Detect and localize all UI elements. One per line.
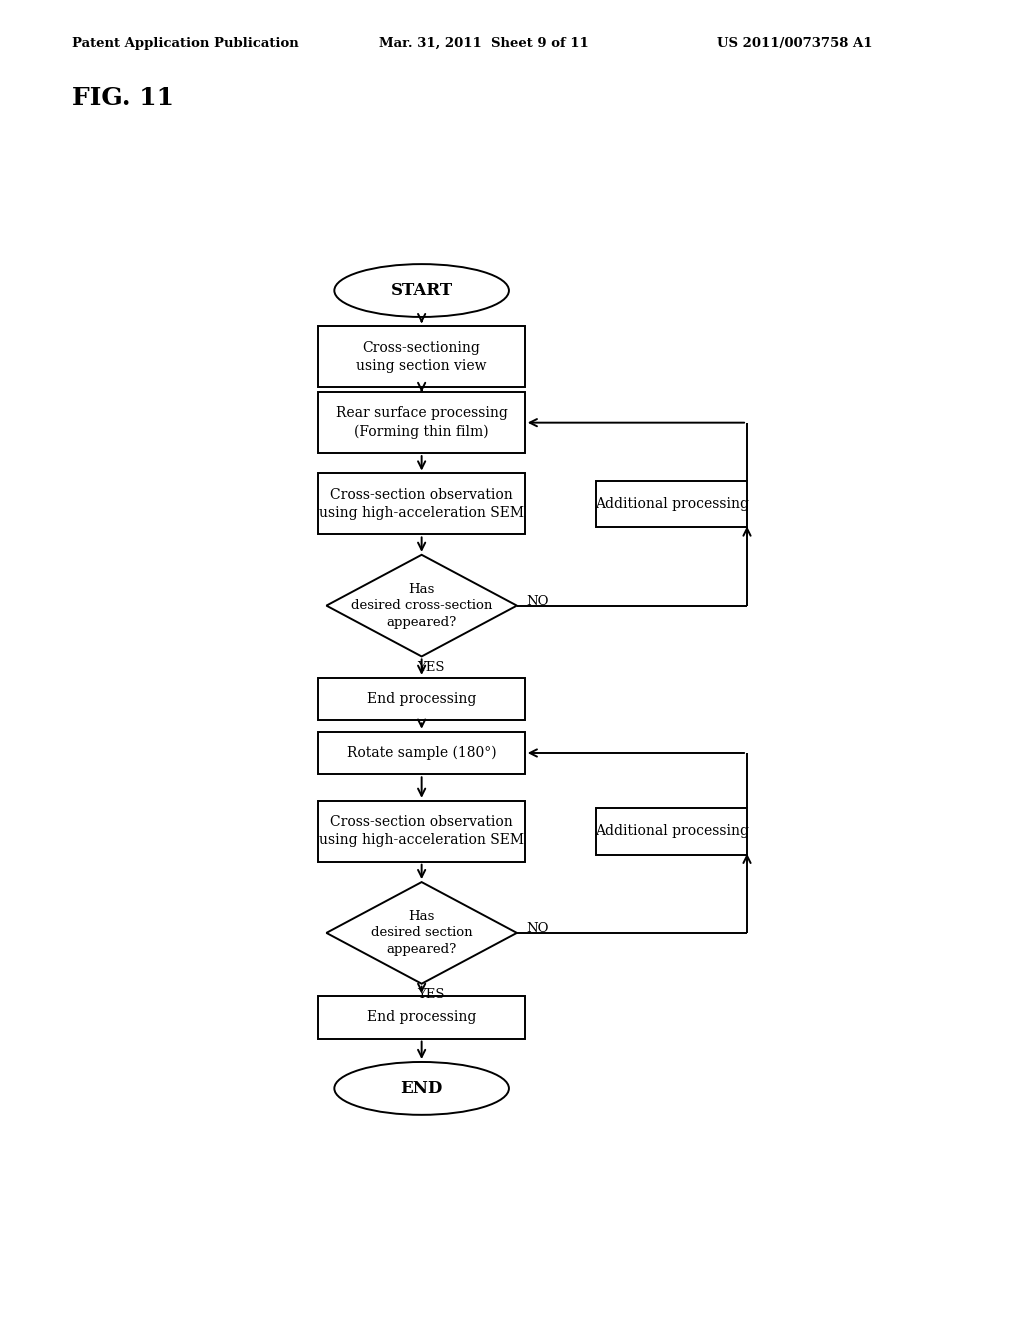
Text: YES: YES <box>418 987 444 1001</box>
Text: Mar. 31, 2011  Sheet 9 of 11: Mar. 31, 2011 Sheet 9 of 11 <box>379 37 589 50</box>
FancyBboxPatch shape <box>318 392 524 453</box>
FancyBboxPatch shape <box>318 731 524 775</box>
FancyBboxPatch shape <box>318 801 524 862</box>
FancyBboxPatch shape <box>596 808 748 854</box>
FancyBboxPatch shape <box>318 474 524 535</box>
Text: Additional processing: Additional processing <box>595 824 749 838</box>
Text: Cross-sectioning
using section view: Cross-sectioning using section view <box>356 341 486 372</box>
Text: START: START <box>390 282 453 300</box>
Text: End processing: End processing <box>367 1010 476 1024</box>
Text: Rear surface processing
(Forming thin film): Rear surface processing (Forming thin fi… <box>336 407 508 438</box>
Ellipse shape <box>334 264 509 317</box>
FancyBboxPatch shape <box>318 677 524 721</box>
Text: YES: YES <box>418 660 444 673</box>
Polygon shape <box>327 882 517 983</box>
Text: Has
desired section
appeared?: Has desired section appeared? <box>371 909 472 956</box>
Text: Has
desired cross-section
appeared?: Has desired cross-section appeared? <box>351 582 493 628</box>
Text: End processing: End processing <box>367 692 476 706</box>
Text: Cross-section observation
using high-acceleration SEM: Cross-section observation using high-acc… <box>319 816 524 847</box>
Text: Rotate sample (180°): Rotate sample (180°) <box>347 746 497 760</box>
Text: Cross-section observation
using high-acceleration SEM: Cross-section observation using high-acc… <box>319 488 524 520</box>
Text: END: END <box>400 1080 442 1097</box>
Ellipse shape <box>334 1063 509 1115</box>
Text: FIG. 11: FIG. 11 <box>72 86 174 110</box>
FancyBboxPatch shape <box>318 995 524 1039</box>
Text: Patent Application Publication: Patent Application Publication <box>72 37 298 50</box>
Polygon shape <box>327 554 517 656</box>
Text: NO: NO <box>526 923 549 936</box>
Text: US 2011/0073758 A1: US 2011/0073758 A1 <box>717 37 872 50</box>
FancyBboxPatch shape <box>318 326 524 387</box>
Text: Additional processing: Additional processing <box>595 496 749 511</box>
Text: NO: NO <box>526 595 549 609</box>
FancyBboxPatch shape <box>596 480 748 528</box>
